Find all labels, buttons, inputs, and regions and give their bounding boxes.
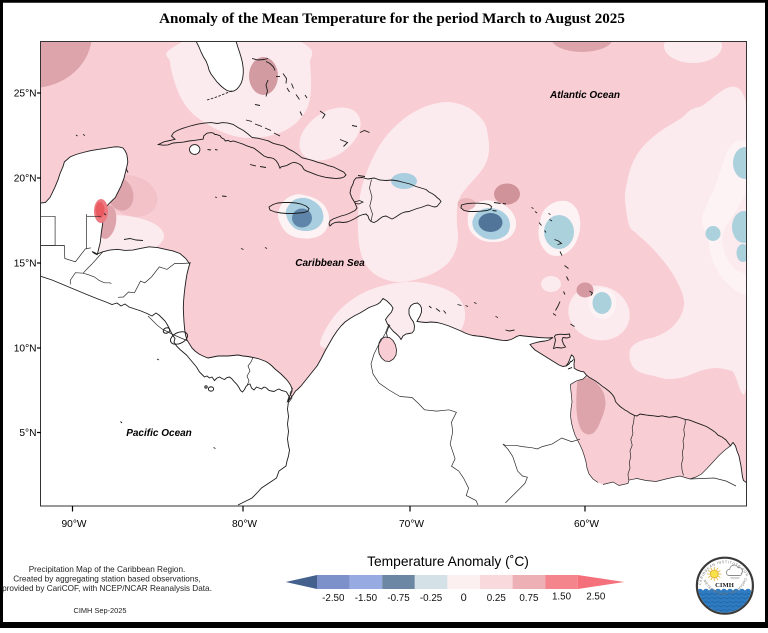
- svg-text:-2.50: -2.50: [322, 593, 345, 604]
- svg-text:0: 0: [461, 592, 467, 604]
- svg-text:70°W: 70°W: [399, 519, 424, 530]
- svg-text:20°N: 20°N: [14, 174, 37, 185]
- svg-text:2.50: 2.50: [586, 592, 606, 603]
- svg-text:-0.25: -0.25: [420, 593, 443, 604]
- svg-text:90°W: 90°W: [61, 519, 86, 530]
- svg-text:15°N: 15°N: [14, 259, 37, 270]
- svg-text:-1.50: -1.50: [355, 593, 378, 604]
- svg-text:provided by CariCOF, with NCEP: provided by CariCOF, with NCEP/NCAR Rean…: [2, 584, 212, 593]
- svg-text:-0.75: -0.75: [387, 593, 410, 604]
- svg-text:5°N: 5°N: [19, 428, 36, 439]
- svg-text:Pacific Ocean: Pacific Ocean: [126, 428, 192, 439]
- svg-text:1.50: 1.50: [552, 592, 572, 603]
- svg-text:CIMH Sep-2025: CIMH Sep-2025: [74, 606, 127, 615]
- svg-text:Atlantic Ocean: Atlantic Ocean: [549, 90, 620, 101]
- svg-text:Temperature Anomaly (˚C): Temperature Anomaly (˚C): [367, 554, 529, 569]
- svg-text:Precipitation Map of the Carib: Precipitation Map of the Caribbean Regio…: [29, 565, 186, 574]
- svg-text:60°W: 60°W: [574, 519, 599, 530]
- svg-text:25°N: 25°N: [14, 89, 37, 100]
- svg-text:Created by aggregating station: Created by aggregating station based obs…: [13, 575, 201, 584]
- svg-text:10°N: 10°N: [14, 344, 37, 355]
- svg-text:80°W: 80°W: [232, 519, 257, 530]
- svg-text:CIMH: CIMH: [715, 582, 735, 589]
- svg-text:0.25: 0.25: [487, 593, 507, 604]
- svg-text:Anomaly of the Mean Temperatur: Anomaly of the Mean Temperature for the …: [159, 11, 625, 27]
- svg-text:Caribbean Sea: Caribbean Sea: [295, 258, 365, 269]
- svg-text:0.75: 0.75: [519, 593, 539, 604]
